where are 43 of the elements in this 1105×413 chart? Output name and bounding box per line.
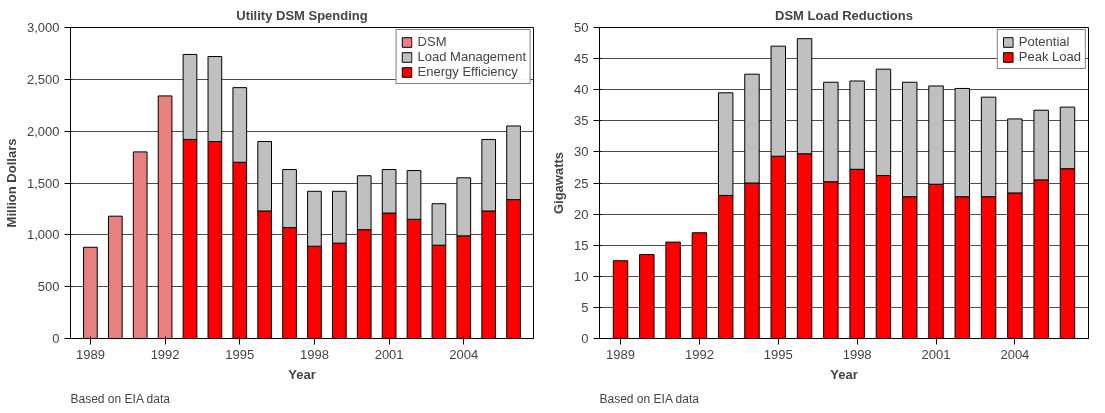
y-tick-label: 3,000 — [26, 20, 60, 35]
x-tick-label: 1998 — [842, 346, 872, 362]
chart-title: Utility DSM Spending — [236, 7, 368, 23]
y-tick-label: 20 — [574, 206, 589, 222]
y-tick-label: 0 — [52, 331, 60, 346]
x-tick-label: 2001 — [921, 346, 951, 362]
x-tick-label: 2004 — [449, 346, 479, 362]
y-tick-label: 15 — [574, 237, 589, 253]
x-tick-label: 1992 — [150, 346, 180, 362]
legend-label: Peak Load — [1018, 49, 1081, 64]
y-tick-label: 500 — [37, 279, 60, 295]
y-tick-label: 45 — [574, 51, 589, 67]
legend-label: Load Management — [417, 49, 526, 64]
x-tick-label: 2004 — [1000, 346, 1030, 362]
x-tick-label: 1995 — [225, 346, 255, 362]
y-tick-label: 25 — [574, 175, 589, 191]
x-tick-label: 1989 — [75, 346, 105, 362]
x-tick-label: 2001 — [374, 346, 404, 362]
y-tick-label: 40 — [574, 82, 589, 98]
y-axis-title: Million Dollars — [3, 138, 19, 228]
legend-label: Energy Efficiency — [417, 64, 518, 79]
chart-title: DSM Load Reductions — [775, 7, 913, 23]
y-tick-label: 10 — [574, 268, 589, 284]
y-tick-label: 0 — [581, 331, 589, 346]
y-tick-label: 1,500 — [26, 175, 60, 191]
text: Based on EIA data — [599, 391, 700, 406]
y-tick-label: 2,000 — [26, 123, 60, 139]
x-axis-title: Year — [830, 366, 858, 382]
y-tick-label: 1,000 — [26, 227, 60, 243]
x-tick-label: 1998 — [299, 346, 329, 362]
y-tick-label: 30 — [574, 144, 589, 160]
x-tick-label: 1995 — [763, 346, 793, 362]
y-tick-label: 35 — [574, 113, 589, 129]
text: Based on EIA data — [70, 391, 171, 406]
y-axis-title: Gigawatts — [551, 151, 567, 215]
y-tick-label: 2,500 — [26, 71, 60, 87]
x-axis-title: Year — [288, 366, 316, 382]
y-tick-label: 5 — [581, 299, 589, 315]
y-tick-label: 50 — [574, 20, 589, 35]
legend-label: DSM — [417, 34, 447, 49]
x-tick-label: 1989 — [606, 346, 635, 362]
legend-label: Potential — [1018, 34, 1070, 49]
x-tick-label: 1992 — [684, 346, 714, 362]
